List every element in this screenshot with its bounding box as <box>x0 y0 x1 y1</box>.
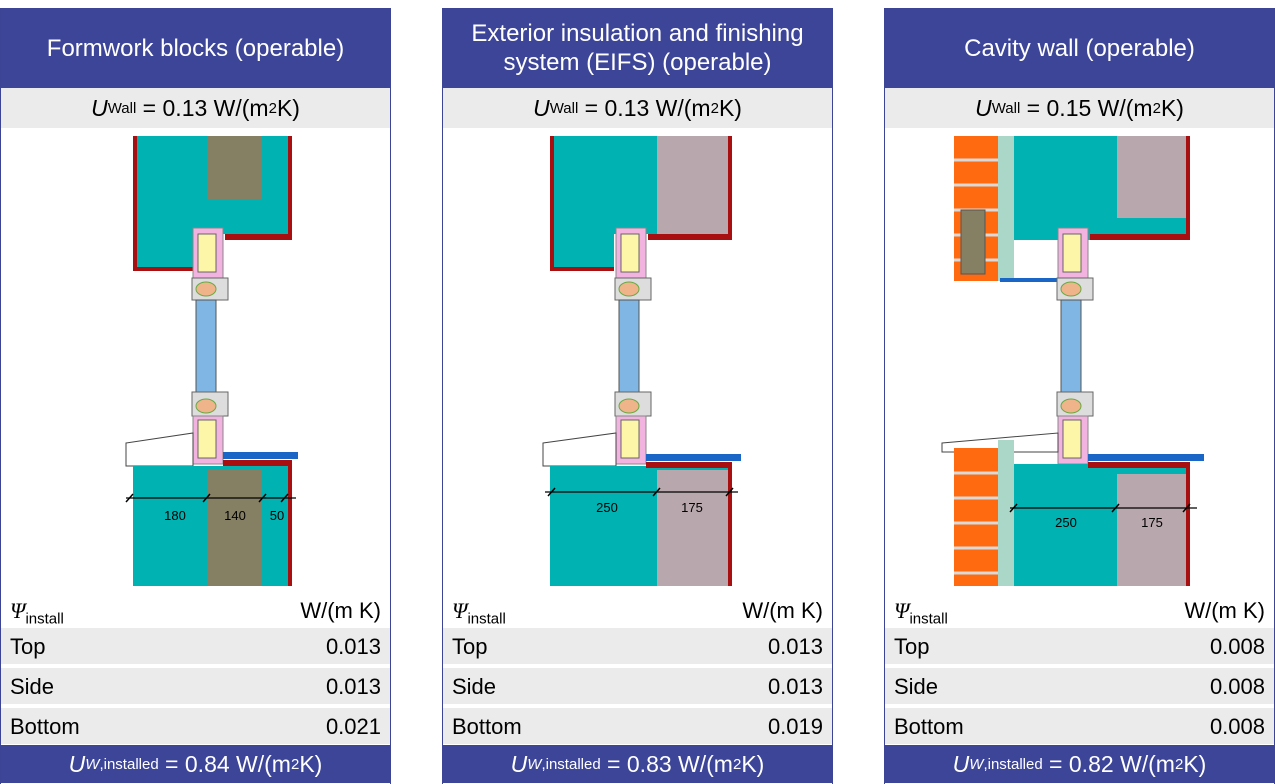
glazing <box>1060 299 1082 405</box>
u-wall-value: U Wall = 0.15 W/(m 2 K) <box>884 88 1275 128</box>
panel-cavity-wall: Cavity wall (operable) U Wall = 0.15 W/(m… <box>884 8 1275 784</box>
insulation-top <box>657 136 728 234</box>
psi-row-bottom: Bottom 0.019 <box>442 708 833 744</box>
psi-row-top: Top 0.013 <box>0 628 391 668</box>
exterior-sill <box>646 454 741 461</box>
u-installed-value: U W,installed = 0.83 W/(m 2 K) <box>442 745 833 783</box>
insulation-bottom <box>207 470 262 586</box>
dimension-label: 180 <box>164 508 186 523</box>
exterior-render-top <box>728 136 732 240</box>
glazing <box>618 299 640 405</box>
window-frame <box>614 227 652 465</box>
u-wall-value: U Wall = 0.13 W/(m 2 K) <box>442 88 833 128</box>
insulation-bottom <box>1117 474 1186 586</box>
dimension-label: 175 <box>1141 515 1163 530</box>
psi-row-side: Side 0.008 <box>884 668 1275 708</box>
section-drawing: 180 140 50 <box>0 130 391 590</box>
section-drawing: 250 175 <box>884 130 1275 590</box>
window-section-diagram: 180 140 50 <box>125 136 298 586</box>
panel-title: Exterior insulation and finishing system… <box>442 8 833 88</box>
psi-header: Ψinstall W/(m K) <box>442 592 833 628</box>
dimension-label: 140 <box>224 508 246 523</box>
psi-header: Ψinstall W/(m K) <box>0 592 391 628</box>
dimension-label: 50 <box>270 508 284 523</box>
interior-plaster-top <box>550 136 554 271</box>
exterior-render-bottom <box>288 460 292 586</box>
panel-title: Formwork blocks (operable) <box>0 8 391 88</box>
section-drawing: 250 175 <box>442 130 833 590</box>
u-installed-value: U W,installed = 0.82 W/(m 2 K) <box>884 745 1275 783</box>
insulation-top <box>207 136 262 199</box>
panel-title: Cavity wall (operable) <box>884 8 1275 88</box>
psi-row-bottom: Bottom 0.021 <box>0 708 391 744</box>
exterior-sill <box>1088 454 1204 461</box>
u-installed-value: U W,installed = 0.84 W/(m 2 K) <box>0 745 391 783</box>
u-wall-value: U Wall = 0.13 W/(m 2 K) <box>0 88 391 128</box>
cavity-top <box>998 136 1014 281</box>
brick-leaf-bottom <box>954 448 998 586</box>
window-frame <box>191 227 229 465</box>
panel-eifs: Exterior insulation and finishing system… <box>442 8 833 784</box>
dimension-label: 250 <box>596 500 618 515</box>
psi-header: Ψinstall W/(m K) <box>884 592 1275 628</box>
exterior-sill <box>223 452 298 459</box>
interior-plaster-bottom <box>1186 462 1190 586</box>
dimension-label: 175 <box>681 500 703 515</box>
exterior-render-top <box>288 136 292 240</box>
panel-formwork-blocks: Formwork blocks (operable) U Wall = 0.13 … <box>0 8 391 784</box>
glazing <box>195 299 217 405</box>
insulation-top <box>1117 136 1186 218</box>
psi-row-side: Side 0.013 <box>442 668 833 708</box>
window-board <box>542 432 617 467</box>
insulation-bottom <box>657 470 728 586</box>
brick-leaf-top <box>954 136 998 281</box>
window-section-diagram: 250 175 <box>542 136 741 586</box>
psi-row-top: Top 0.013 <box>442 628 833 668</box>
window-board <box>125 432 194 467</box>
psi-row-top: Top 0.008 <box>884 628 1275 668</box>
interior-plaster-top <box>1186 136 1190 240</box>
interior-plaster-top <box>133 136 137 271</box>
cavity-bottom <box>998 440 1014 586</box>
psi-row-side: Side 0.013 <box>0 668 391 708</box>
window-section-diagram: 250 175 <box>941 136 1204 586</box>
window-frame <box>1056 227 1094 465</box>
dimension-label: 250 <box>1055 515 1077 530</box>
exterior-render-bottom <box>728 462 732 586</box>
psi-row-bottom: Bottom 0.008 <box>884 708 1275 744</box>
